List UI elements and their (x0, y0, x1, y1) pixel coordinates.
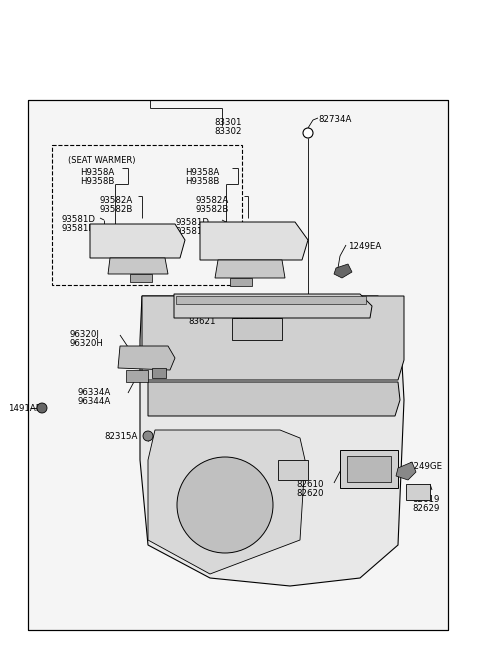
Circle shape (143, 431, 153, 441)
Polygon shape (148, 382, 400, 416)
Bar (28, 100, 448, 630)
Text: 96344A: 96344A (78, 397, 111, 406)
Text: 93582B: 93582B (100, 205, 133, 214)
Text: 93582A: 93582A (100, 196, 133, 205)
Bar (232, 318, 282, 340)
Bar (152, 368, 166, 378)
Bar (406, 484, 430, 500)
Text: 93581E: 93581E (62, 224, 95, 233)
Polygon shape (396, 462, 416, 480)
Bar (130, 274, 152, 282)
Text: 93581D: 93581D (62, 215, 96, 224)
Text: H9358A: H9358A (80, 168, 114, 177)
Text: 96334A: 96334A (78, 388, 111, 397)
Text: 82610: 82610 (296, 480, 324, 489)
Polygon shape (334, 264, 352, 278)
Text: 93582A: 93582A (195, 196, 228, 205)
Polygon shape (140, 296, 404, 586)
Polygon shape (148, 430, 305, 574)
Text: 83241: 83241 (232, 308, 260, 317)
Text: 93582B: 93582B (195, 205, 228, 214)
Text: 83301: 83301 (214, 118, 242, 127)
Text: H9358B: H9358B (185, 177, 219, 186)
Text: 82620: 82620 (296, 489, 324, 498)
Polygon shape (174, 294, 372, 318)
Text: 82619: 82619 (412, 495, 439, 504)
Bar (176, 296, 366, 304)
Text: 1249GE: 1249GE (408, 462, 442, 471)
Text: 1491AD: 1491AD (8, 404, 42, 413)
Text: 96320H: 96320H (70, 339, 104, 348)
Bar (28, 100, 448, 630)
Polygon shape (200, 222, 308, 260)
Circle shape (177, 457, 273, 553)
Text: 82629: 82629 (412, 504, 439, 513)
Polygon shape (118, 346, 175, 370)
Text: 1249EA: 1249EA (348, 242, 381, 251)
Text: 83302: 83302 (214, 127, 242, 136)
Bar (230, 278, 252, 286)
Text: 83611: 83611 (188, 308, 216, 317)
Text: 93581E: 93581E (175, 227, 208, 236)
Bar (52, 145, 242, 285)
Circle shape (37, 403, 47, 413)
Text: H9358A: H9358A (185, 168, 219, 177)
Bar (126, 370, 148, 382)
Text: 93581D: 93581D (175, 218, 209, 227)
Text: 83621: 83621 (188, 317, 216, 326)
Circle shape (303, 128, 313, 138)
Text: 96320J: 96320J (70, 330, 100, 339)
Polygon shape (108, 258, 168, 274)
Polygon shape (215, 260, 285, 278)
Text: 82315A: 82315A (104, 432, 137, 441)
Polygon shape (142, 296, 404, 380)
Bar (278, 460, 308, 480)
Text: 82734A: 82734A (318, 115, 351, 124)
Text: (SEAT WARMER): (SEAT WARMER) (68, 156, 135, 165)
Text: H9358B: H9358B (80, 177, 114, 186)
Bar (340, 450, 398, 488)
Text: 83231: 83231 (232, 317, 260, 326)
Bar (347, 456, 391, 482)
Polygon shape (90, 224, 185, 258)
